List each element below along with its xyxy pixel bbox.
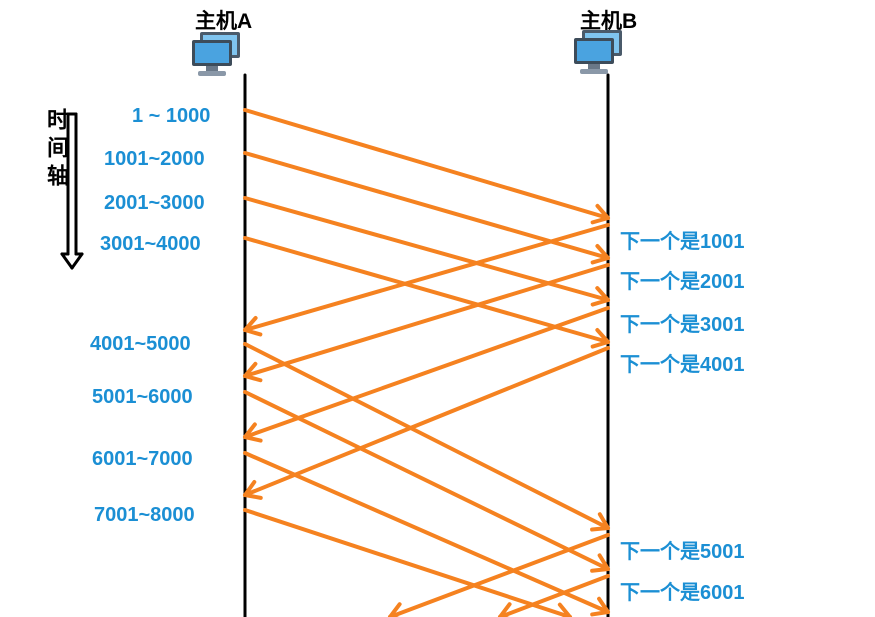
seq-label-7: 7001~8000 [94, 504, 195, 527]
seq-label-5: 5001~6000 [92, 386, 193, 409]
seq-label-0: 1 ~ 1000 [132, 105, 210, 128]
seq-label-4: 4001~5000 [90, 333, 191, 356]
seq-label-3: 3001~4000 [100, 233, 201, 256]
seq-label-6: 6001~7000 [92, 448, 193, 471]
ack-label-4: 下一个是5001 [620, 535, 745, 564]
seq-label-1: 1001~2000 [104, 148, 205, 171]
ack-label-1: 下一个是2001 [620, 265, 745, 294]
ack-label-2: 下一个是3001 [620, 308, 745, 337]
ack-label-3: 下一个是4001 [620, 348, 745, 377]
ack-label-0: 下一个是1001 [620, 225, 745, 254]
seq-label-2: 2001~3000 [104, 192, 205, 215]
ack-label-5: 下一个是6001 [620, 576, 745, 605]
